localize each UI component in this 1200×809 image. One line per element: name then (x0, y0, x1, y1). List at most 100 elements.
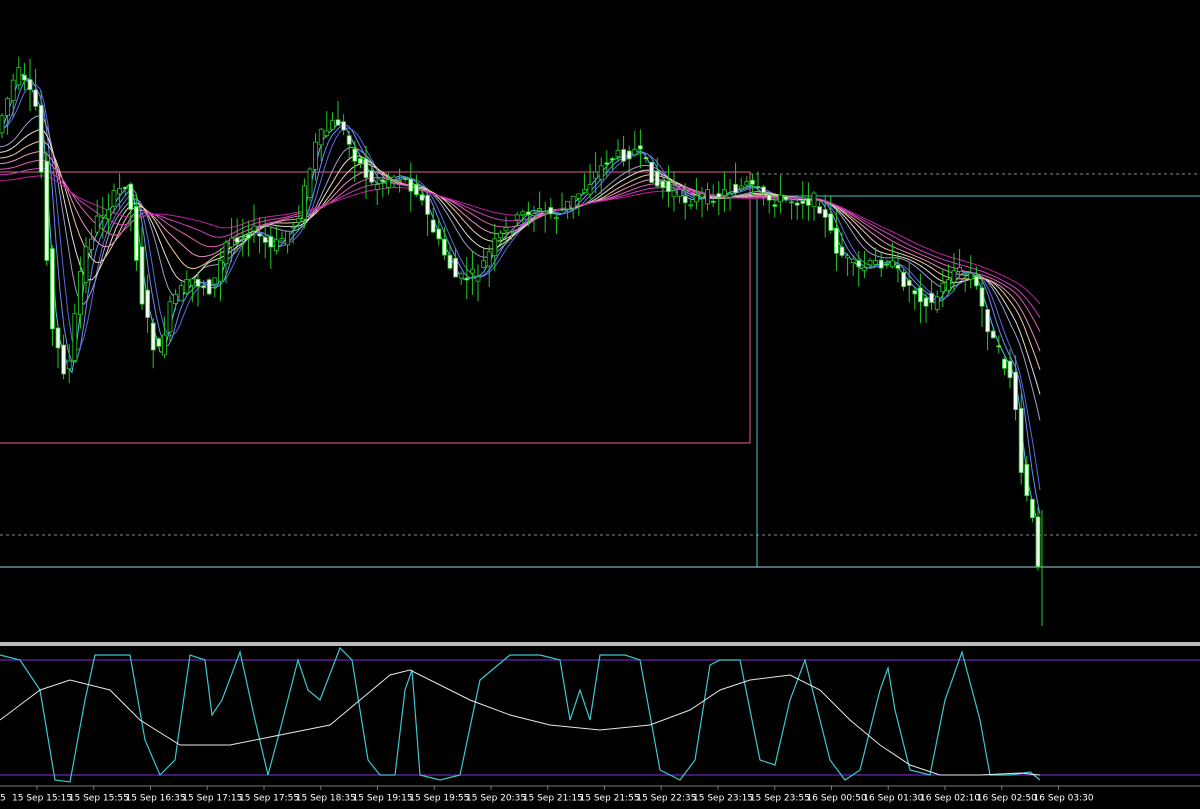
candle-body (94, 215, 100, 233)
candle-body (178, 285, 184, 302)
candle-body (957, 267, 962, 272)
candle-body (447, 254, 453, 269)
candle-body (817, 206, 822, 214)
candle-body (834, 227, 839, 254)
candle-body (453, 257, 459, 278)
candle-body (666, 180, 671, 192)
candle-body (850, 258, 856, 263)
candle-body (682, 195, 688, 204)
ma-line (0, 159, 1041, 332)
candle-body (789, 201, 794, 204)
candle-body (761, 186, 766, 194)
candle-body (436, 228, 442, 240)
time-label: 15 Sep 17:55 (239, 794, 299, 804)
candle-body (0, 115, 5, 134)
candle-body (531, 213, 537, 217)
candle-body (990, 330, 996, 339)
candle-body (318, 128, 324, 146)
candle-body (610, 158, 615, 161)
time-label: 16 Sep 01:30 (863, 794, 923, 804)
candle-body (582, 189, 587, 194)
candle-body (1024, 463, 1030, 497)
time-label: 16 Sep 02:50 (977, 794, 1037, 804)
candle-body (542, 211, 548, 215)
candle-body (615, 150, 621, 158)
candle-body (61, 344, 66, 375)
candle-body (223, 241, 229, 265)
candle-body (934, 296, 940, 310)
candle-body (335, 119, 341, 126)
candle-body (867, 259, 873, 266)
candle-body (257, 233, 263, 237)
candle-body (778, 194, 783, 203)
candle-body (475, 276, 481, 282)
candle-body (150, 322, 156, 351)
ma-line (0, 140, 1041, 370)
candle-body (352, 148, 358, 162)
candle-body (548, 207, 554, 215)
candle-body (688, 204, 694, 207)
candle-body (55, 327, 61, 349)
candle-body (514, 214, 520, 221)
stochastic-main (0, 646, 1041, 783)
candle-body (184, 279, 190, 294)
time-label: 15 Sep 23:55 (750, 794, 810, 804)
candle-body (1035, 516, 1041, 568)
candle-body (923, 297, 929, 307)
candle-body (206, 279, 212, 295)
candle-body (979, 287, 985, 307)
candle-body (643, 157, 649, 160)
candle-body (301, 185, 307, 220)
time-label: 15 Sep 15:55 (69, 794, 129, 804)
candle-body (307, 168, 313, 198)
candle-body (940, 282, 946, 292)
candle-body (441, 238, 447, 256)
candle-body (800, 200, 806, 204)
candle-body (464, 277, 470, 281)
candle-body (772, 204, 778, 207)
candle-body (273, 239, 279, 252)
candle-body (497, 232, 503, 239)
candle-body (509, 231, 515, 234)
candle-body (576, 193, 582, 199)
stochastic-signal (0, 669, 1041, 776)
candle-body (1007, 360, 1013, 379)
candle-body (374, 184, 380, 190)
candle-body (313, 141, 319, 170)
candle-body (828, 213, 834, 231)
candle-body (128, 183, 134, 210)
candle-body (738, 185, 744, 189)
time-label: 15 Sep 16:35 (126, 794, 186, 804)
candle-body (671, 190, 677, 198)
candle-body (733, 184, 738, 194)
candle-body (974, 275, 979, 287)
candle-body (811, 192, 817, 208)
candle-body (5, 97, 10, 116)
time-label: 15 Sep 21:15 (523, 794, 583, 804)
candle-body (638, 145, 643, 150)
candle-body (100, 215, 106, 218)
candle-body (598, 165, 604, 180)
candle-body (234, 237, 240, 243)
candle-body (201, 285, 207, 289)
time-label: 15 Sep 19:15 (353, 794, 413, 804)
candle-body (856, 260, 862, 268)
candle-body (503, 227, 509, 232)
candle-body (83, 246, 89, 283)
candle-body (33, 89, 38, 107)
candle-body (10, 79, 16, 102)
ma-line (0, 83, 1041, 491)
time-label: 15 Sep 15:15 (12, 794, 72, 804)
candle-body (363, 158, 369, 179)
candle-body (783, 196, 789, 201)
candle-body (677, 189, 682, 197)
candle-body (419, 194, 425, 201)
candle-body (806, 198, 811, 206)
candle-body (946, 279, 951, 292)
candles (0, 56, 1043, 626)
candle-body (50, 248, 55, 330)
candle-body (44, 160, 50, 261)
candle-body (906, 279, 912, 286)
candle-body (604, 162, 610, 165)
candle-body (705, 189, 710, 205)
